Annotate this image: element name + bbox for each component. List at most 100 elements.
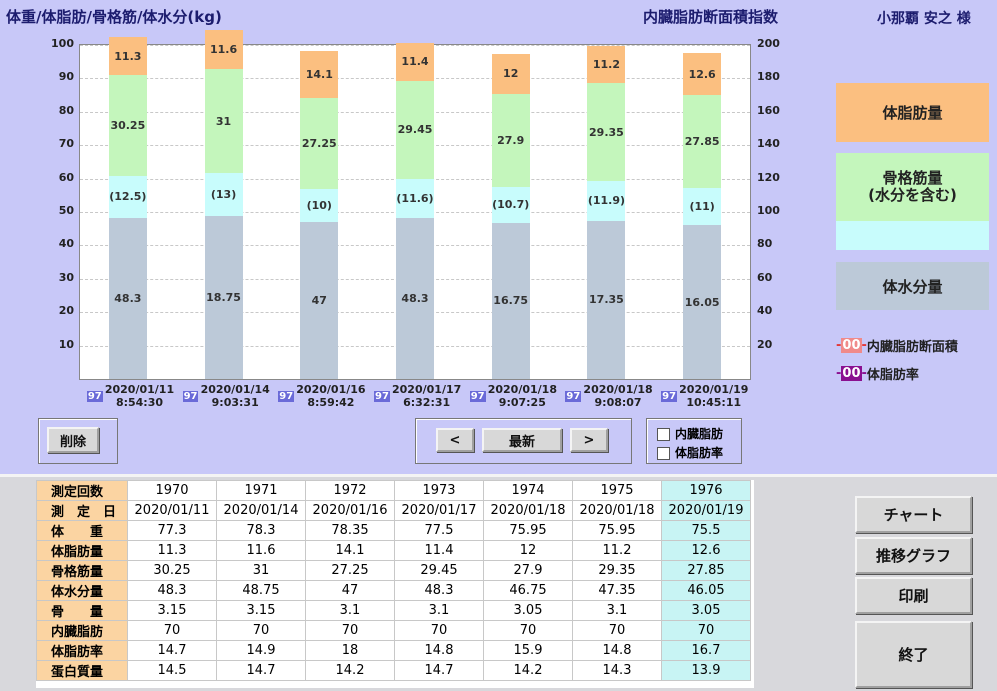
table-cell[interactable]: 14.7 (394, 660, 484, 681)
table-cell[interactable]: 3.1 (305, 600, 395, 621)
table-cell[interactable]: 46.05 (661, 580, 751, 601)
table-cell[interactable]: 14.8 (572, 640, 662, 661)
table-cell[interactable]: 70 (483, 620, 573, 641)
table-cell[interactable]: 11.3 (127, 540, 217, 561)
table-cell[interactable]: 14.2 (483, 660, 573, 681)
column-header[interactable]: 1976 (661, 480, 751, 501)
table-cell[interactable]: 3.1 (572, 600, 662, 621)
table-cell[interactable]: 47 (305, 580, 395, 601)
row-header[interactable]: 体水分量 (36, 580, 128, 601)
prev-button[interactable]: < (436, 428, 474, 452)
table-cell[interactable]: 70 (305, 620, 395, 641)
table-cell[interactable]: 12.6 (661, 540, 751, 561)
table-cell[interactable]: 15.9 (483, 640, 573, 661)
table-cell[interactable]: 3.05 (483, 600, 573, 621)
column-header[interactable]: 1971 (216, 480, 306, 501)
row-header[interactable]: 蛋白質量 (36, 660, 128, 681)
row-header[interactable]: 体脂肪量 (36, 540, 128, 561)
table-cell[interactable]: 3.05 (661, 600, 751, 621)
trend-graph-button[interactable]: 推移グラフ (855, 537, 972, 574)
table-cell[interactable]: 48.3 (394, 580, 484, 601)
row-header[interactable]: 測 定 日 (36, 500, 128, 521)
chart-button[interactable]: チャート (855, 496, 972, 533)
table-cell[interactable]: 70 (661, 620, 751, 641)
table-cell[interactable]: 11.4 (394, 540, 484, 561)
table-header-row[interactable]: 測定回数 1970 1971 1972 1973 1974 1975 1976 (36, 480, 751, 501)
print-button[interactable]: 印刷 (855, 577, 972, 614)
table-cell[interactable]: 78.3 (216, 520, 306, 541)
table-cell[interactable]: 2020/01/11 (127, 500, 217, 521)
table-cell[interactable]: 2020/01/14 (216, 500, 306, 521)
row-header[interactable]: 骨格筋量 (36, 560, 128, 581)
table-cell[interactable]: 2020/01/16 (305, 500, 395, 521)
data-table-wrap[interactable]: 測定回数 1970 1971 1972 1973 1974 1975 1976 測 定 日 202… (36, 480, 754, 688)
column-header[interactable]: 1975 (572, 480, 662, 501)
table-cell[interactable]: 14.9 (216, 640, 306, 661)
table-cell[interactable]: 27.25 (305, 560, 395, 581)
table-cell[interactable]: 70 (394, 620, 484, 641)
table-cell[interactable]: 14.7 (127, 640, 217, 661)
table-cell[interactable]: 14.1 (305, 540, 395, 561)
table-cell[interactable]: 3.15 (216, 600, 306, 621)
checkbox-icon[interactable] (657, 447, 670, 460)
visceral-checkbox[interactable]: 内臓脂肪 (657, 425, 723, 442)
delete-button[interactable]: 削除 (47, 427, 99, 453)
table-cell[interactable]: 48.3 (127, 580, 217, 601)
row-header[interactable]: 骨 量 (36, 600, 128, 621)
table-row[interactable]: 骨格筋量 30.25 31 27.25 29.45 27.9 29.35 27.85 (36, 560, 751, 581)
table-cell[interactable]: 14.2 (305, 660, 395, 681)
fatrate-checkbox[interactable]: 体脂肪率 (657, 444, 723, 461)
latest-button[interactable]: 最新 (482, 428, 562, 452)
table-cell[interactable]: 70 (127, 620, 217, 641)
row-header[interactable]: 内臓脂肪 (36, 620, 128, 641)
table-cell[interactable]: 14.3 (572, 660, 662, 681)
table-cell[interactable]: 3.1 (394, 600, 484, 621)
table-cell[interactable]: 31 (216, 560, 306, 581)
table-cell[interactable]: 3.15 (127, 600, 217, 621)
table-row[interactable]: 骨 量 3.15 3.15 3.1 3.1 3.05 3.1 3.05 (36, 600, 751, 621)
exit-button[interactable]: 終了 (855, 621, 972, 688)
table-cell[interactable]: 2020/01/17 (394, 500, 484, 521)
table-cell[interactable]: 2020/01/18 (483, 500, 573, 521)
table-cell[interactable]: 75.95 (572, 520, 662, 541)
row-header[interactable]: 体 重 (36, 520, 128, 541)
table-row[interactable]: 体水分量 48.3 48.75 47 48.3 46.75 47.35 46.05 (36, 580, 751, 601)
table-cell[interactable]: 30.25 (127, 560, 217, 581)
table-cell[interactable]: 77.5 (394, 520, 484, 541)
table-cell[interactable]: 2020/01/18 (572, 500, 662, 521)
table-cell[interactable]: 11.6 (216, 540, 306, 561)
table-cell[interactable]: 75.5 (661, 520, 751, 541)
table-cell[interactable]: 70 (572, 620, 662, 641)
table-cell[interactable]: 18 (305, 640, 395, 661)
row-header[interactable]: 体脂肪率 (36, 640, 128, 661)
table-row[interactable]: 蛋白質量 14.5 14.7 14.2 14.7 14.2 14.3 13.9 (36, 660, 751, 681)
table-cell[interactable]: 12 (483, 540, 573, 561)
row-header[interactable]: 測定回数 (36, 480, 128, 501)
table-row[interactable]: 内臓脂肪 70 70 70 70 70 70 70 (36, 620, 751, 641)
column-header[interactable]: 1972 (305, 480, 395, 501)
table-cell[interactable]: 14.5 (127, 660, 217, 681)
table-cell[interactable]: 27.9 (483, 560, 573, 581)
column-header[interactable]: 1970 (127, 480, 217, 501)
table-cell[interactable]: 46.75 (483, 580, 573, 601)
table-cell[interactable]: 70 (216, 620, 306, 641)
table-cell[interactable]: 29.35 (572, 560, 662, 581)
table-cell[interactable]: 75.95 (483, 520, 573, 541)
table-cell[interactable]: 2020/01/19 (661, 500, 751, 521)
table-cell[interactable]: 48.75 (216, 580, 306, 601)
table-cell[interactable]: 77.3 (127, 520, 217, 541)
checkbox-icon[interactable] (657, 428, 670, 441)
table-cell[interactable]: 14.8 (394, 640, 484, 661)
table-cell[interactable]: 13.9 (661, 660, 751, 681)
table-row[interactable]: 体脂肪率 14.7 14.9 18 14.8 15.9 14.8 16.7 (36, 640, 751, 661)
next-button[interactable]: > (570, 428, 608, 452)
table-row[interactable]: 測 定 日 2020/01/11 2020/01/14 2020/01/16 2020/… (36, 500, 751, 521)
table-cell[interactable]: 16.7 (661, 640, 751, 661)
table-cell[interactable]: 29.45 (394, 560, 484, 581)
column-header[interactable]: 1973 (394, 480, 484, 501)
table-row[interactable]: 体脂肪量 11.3 11.6 14.1 11.4 12 11.2 12.6 (36, 540, 751, 561)
table-cell[interactable]: 27.85 (661, 560, 751, 581)
table-row[interactable]: 体 重 77.3 78.3 78.35 77.5 75.95 75.95 75.5 (36, 520, 751, 541)
column-header[interactable]: 1974 (483, 480, 573, 501)
table-cell[interactable]: 78.35 (305, 520, 395, 541)
